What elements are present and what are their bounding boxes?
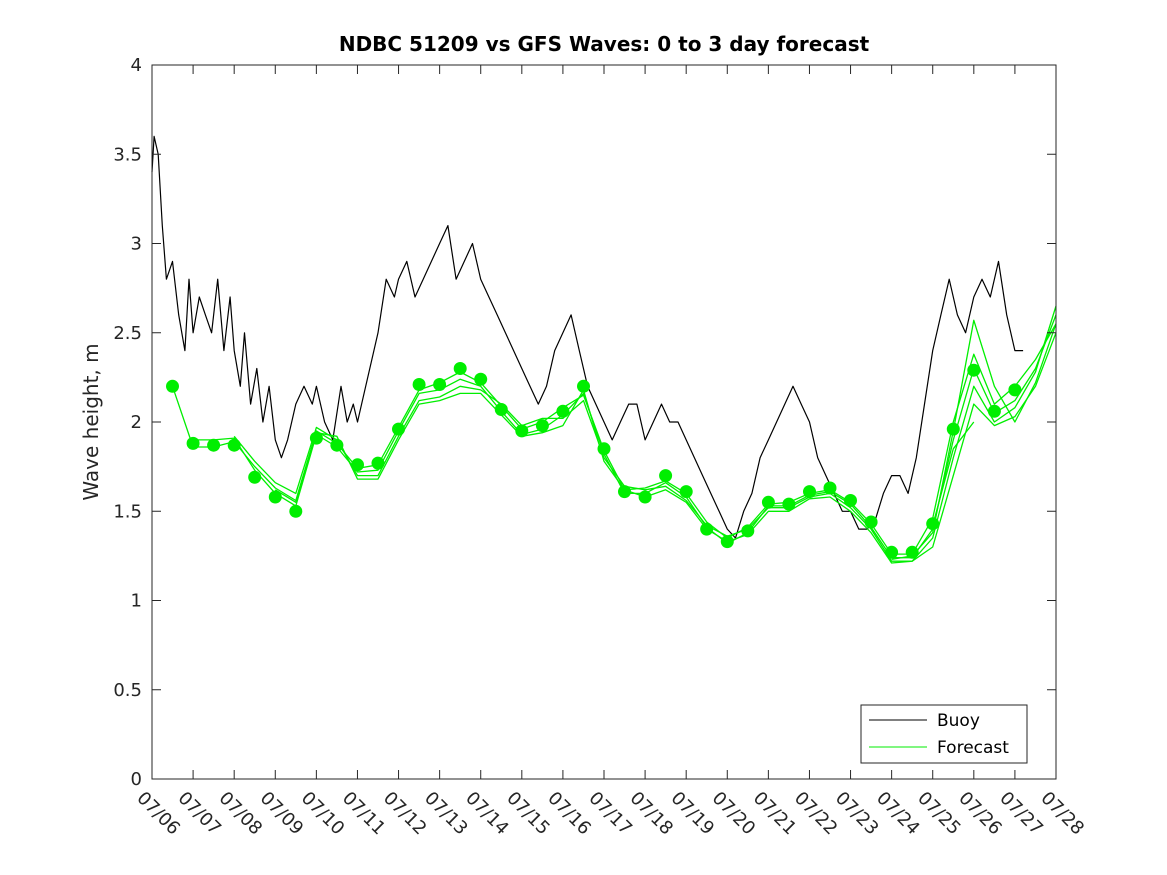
forecast-marker [577, 379, 590, 393]
y-tick-label: 0.5 [113, 680, 142, 701]
forecast-marker [556, 404, 570, 418]
legend-box [860, 704, 1028, 764]
y-tick-label: 0 [131, 769, 142, 790]
forecast-marker [494, 403, 508, 416]
y-tick-label: 1 [131, 591, 142, 612]
legend-forecast-label: Forecast [937, 738, 1009, 758]
chart-title: NDBC 51209 vs GFS Waves: 0 to 3 day fore… [339, 32, 870, 56]
buoy-line [151, 135, 1024, 539]
x-tick-label: 07/16 [543, 788, 595, 840]
forecast-line [274, 332, 1057, 564]
forecast-marker [166, 379, 179, 393]
forecast-marker [248, 470, 262, 484]
forecast-marker [844, 494, 857, 507]
forecast-marker [946, 422, 960, 436]
x-tick-label: 07/25 [913, 788, 965, 840]
y-axis-label: Wave height, m [79, 343, 103, 500]
forecast-marker [227, 438, 241, 452]
x-tick-label: 07/27 [995, 788, 1047, 840]
x-tick-label: 07/10 [297, 788, 349, 840]
x-tick-label: 07/06 [132, 788, 184, 840]
forecast-marker [392, 422, 405, 436]
buoy-series [151, 135, 1024, 539]
forecast-marker [905, 545, 919, 559]
forecast-marker [638, 490, 652, 504]
forecast-marker [700, 522, 714, 536]
x-tick-label: 07/08 [215, 788, 267, 840]
forecast-marker [659, 469, 673, 483]
forecast-marker [803, 485, 816, 499]
x-tick-label: 07/26 [954, 788, 1006, 840]
forecast-marker [741, 524, 755, 538]
forecast-marker [309, 431, 323, 445]
forecast-marker [412, 378, 426, 391]
x-tick-label: 07/18 [626, 788, 678, 840]
x-tick-label: 07/22 [790, 788, 842, 840]
forecast-marker [967, 363, 981, 377]
forecast-marker [515, 424, 529, 438]
forecast-line [891, 319, 1057, 561]
forecast-marker [1008, 383, 1022, 397]
forecast-markers [166, 362, 1022, 559]
y-tick-label: 2 [131, 412, 142, 433]
forecast-marker [782, 497, 796, 511]
x-tick-label: 07/21 [749, 788, 801, 840]
forecast-line [233, 305, 1057, 562]
y-tick-label: 3.5 [113, 144, 142, 165]
forecast-marker [207, 438, 221, 452]
forecast-line [932, 421, 975, 526]
x-tick-label: 07/07 [174, 788, 226, 840]
x-tick-label: 07/15 [502, 788, 554, 840]
x-tick-label: 07/23 [831, 788, 883, 840]
forecast-marker [987, 404, 1001, 418]
x-tick-label: 07/09 [256, 788, 308, 840]
forecast-marker [289, 504, 303, 518]
forecast-marker [597, 442, 611, 456]
forecast-marker [926, 517, 940, 531]
x-tick-label: 07/28 [1036, 788, 1088, 840]
y-axis-ticks: 0 0.5 1 1.5 2 2.5 3 3.5 4 [113, 55, 1056, 790]
forecast-marker [535, 419, 549, 433]
y-tick-label: 3 [131, 234, 142, 255]
x-tick-label: 07/13 [420, 788, 472, 840]
forecast-marker [823, 481, 837, 495]
y-tick-label: 1.5 [113, 501, 142, 522]
forecast-marker [433, 378, 447, 391]
forecast-marker [330, 438, 344, 452]
forecast-marker [268, 490, 282, 504]
forecast-marker [679, 485, 693, 499]
x-tick-label: 07/24 [872, 788, 924, 840]
forecast-marker [720, 535, 734, 549]
legend-buoy-label: Buoy [937, 711, 980, 731]
legend: Buoy Forecast [860, 704, 1028, 764]
y-tick-label: 2.5 [113, 323, 142, 344]
x-tick-label: 07/14 [461, 788, 513, 840]
x-tick-label: 07/12 [379, 788, 431, 840]
forecast-marker [186, 436, 200, 450]
x-tick-label: 07/17 [584, 788, 636, 840]
forecast-marker [618, 485, 631, 499]
forecast-marker [474, 372, 488, 386]
x-tick-label: 07/19 [667, 788, 719, 840]
forecast-marker [761, 495, 775, 509]
x-tick-label: 07/11 [338, 788, 390, 840]
forecast-marker [864, 515, 878, 529]
forecast-marker [885, 545, 899, 559]
forecast-marker [371, 456, 385, 470]
forecast-marker [453, 362, 467, 375]
forecast-marker [351, 458, 364, 472]
x-tick-label: 07/20 [708, 788, 760, 840]
y-tick-label: 4 [131, 55, 142, 76]
